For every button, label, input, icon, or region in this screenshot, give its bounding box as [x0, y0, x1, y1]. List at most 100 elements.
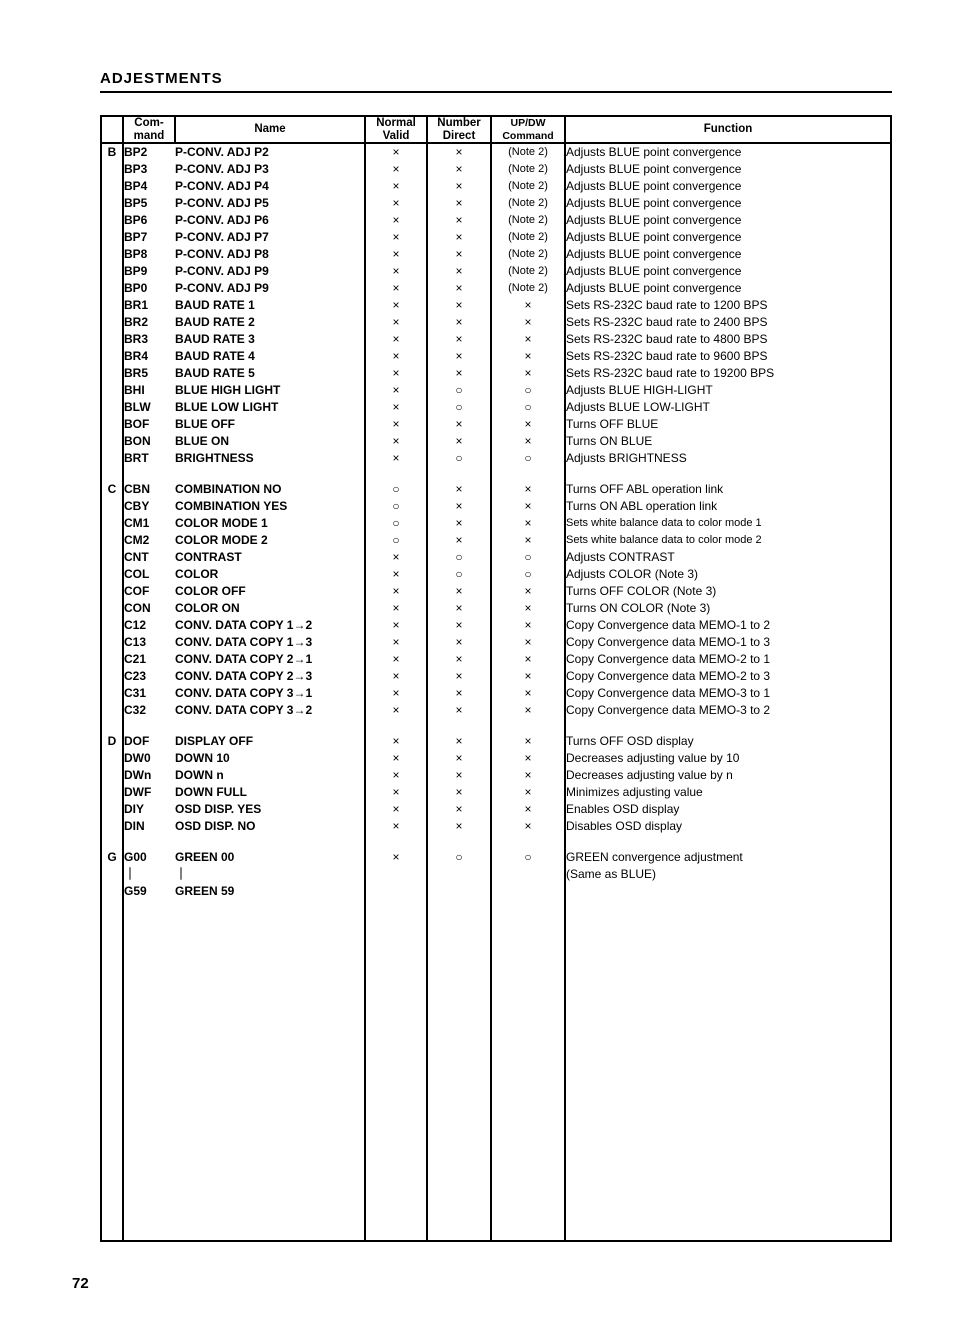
- function-text: Adjusts BLUE HIGH-LIGHT: [565, 382, 891, 399]
- normal-valid: ×: [365, 750, 427, 767]
- command-name: P-CONV. ADJ P5: [175, 195, 365, 212]
- command-name: COLOR OFF: [175, 583, 365, 600]
- function-text: [565, 883, 891, 900]
- group-letter: B: [101, 143, 123, 161]
- command-code: BHI: [123, 382, 175, 399]
- command-code: C13: [123, 634, 175, 651]
- col-command-header: Com-mand: [123, 116, 175, 143]
- command-code: BR3: [123, 331, 175, 348]
- table-row: DWFDOWN FULL×××Minimizes adjusting value: [101, 784, 891, 801]
- group-letter: [101, 702, 123, 719]
- table-row: GG00GREEN 00×○○GREEN convergence adjustm…: [101, 849, 891, 866]
- function-text: Adjusts BLUE point convergence: [565, 143, 891, 161]
- normal-valid: ×: [365, 331, 427, 348]
- updw-command: [491, 866, 565, 883]
- group-letter: [101, 634, 123, 651]
- function-text: Copy Convergence data MEMO-1 to 3: [565, 634, 891, 651]
- function-text: Adjusts BLUE point convergence: [565, 195, 891, 212]
- group-letter: [101, 583, 123, 600]
- normal-valid: ×: [365, 549, 427, 566]
- function-text: Adjusts BLUE point convergence: [565, 212, 891, 229]
- function-text: Turns ON BLUE: [565, 433, 891, 450]
- command-code: BON: [123, 433, 175, 450]
- command-code: CNT: [123, 549, 175, 566]
- command-code: BP5: [123, 195, 175, 212]
- normal-valid: [365, 883, 427, 900]
- function-text: Adjusts CONTRAST: [565, 549, 891, 566]
- table-row: BR2BAUD RATE 2×××Sets RS-232C baud rate …: [101, 314, 891, 331]
- group-letter: [101, 566, 123, 583]
- table-row: C12CONV. DATA COPY 1→2×××Copy Convergenc…: [101, 617, 891, 634]
- table-row: BR4BAUD RATE 4×××Sets RS-232C baud rate …: [101, 348, 891, 365]
- group-spacer: [101, 835, 891, 849]
- function-text: Decreases adjusting value by 10: [565, 750, 891, 767]
- table-row: CONCOLOR ON×××Turns ON COLOR (Note 3): [101, 600, 891, 617]
- command-name: DOWN FULL: [175, 784, 365, 801]
- number-direct: ×: [427, 750, 491, 767]
- command-name: P-CONV. ADJ P7: [175, 229, 365, 246]
- normal-valid: ○: [365, 515, 427, 532]
- table-row: BBP2P-CONV. ADJ P2××(Note 2)Adjusts BLUE…: [101, 143, 891, 161]
- command-code: CM1: [123, 515, 175, 532]
- normal-valid: ×: [365, 450, 427, 467]
- updw-command: ×: [491, 297, 565, 314]
- command-name: DOWN n: [175, 767, 365, 784]
- normal-valid: ×: [365, 297, 427, 314]
- number-direct: ○: [427, 549, 491, 566]
- updw-command: ×: [491, 416, 565, 433]
- updw-command: (Note 2): [491, 212, 565, 229]
- table-row: DW0DOWN 10×××Decreases adjusting value b…: [101, 750, 891, 767]
- function-text: Turns OFF OSD display: [565, 733, 891, 750]
- number-direct: ×: [427, 733, 491, 750]
- updw-command: (Note 2): [491, 280, 565, 297]
- command-name: CONV. DATA COPY 2→3: [175, 668, 365, 685]
- command-code: BR5: [123, 365, 175, 382]
- number-direct: ×: [427, 331, 491, 348]
- command-name: COLOR ON: [175, 600, 365, 617]
- function-text: Minimizes adjusting value: [565, 784, 891, 801]
- normal-valid: ○: [365, 481, 427, 498]
- number-direct: ×: [427, 784, 491, 801]
- command-code: DWn: [123, 767, 175, 784]
- command-code: BR1: [123, 297, 175, 314]
- group-letter: [101, 331, 123, 348]
- command-name: BRIGHTNESS: [175, 450, 365, 467]
- table-row: G59GREEN 59: [101, 883, 891, 900]
- function-text: Adjusts BLUE point convergence: [565, 161, 891, 178]
- command-name: DOWN 10: [175, 750, 365, 767]
- command-name: BLUE ON: [175, 433, 365, 450]
- number-direct: ×: [427, 818, 491, 835]
- function-text: Sets RS-232C baud rate to 19200 BPS: [565, 365, 891, 382]
- table-row: COFCOLOR OFF×××Turns OFF COLOR (Note 3): [101, 583, 891, 600]
- command-name: COLOR MODE 2: [175, 532, 365, 549]
- group-letter: [101, 314, 123, 331]
- updw-command: (Note 2): [491, 229, 565, 246]
- updw-command: ○: [491, 399, 565, 416]
- updw-command: ×: [491, 498, 565, 515]
- command-code: BOF: [123, 416, 175, 433]
- command-code: CBY: [123, 498, 175, 515]
- function-text: Adjusts BLUE point convergence: [565, 280, 891, 297]
- function-text: Sets RS-232C baud rate to 2400 BPS: [565, 314, 891, 331]
- command-code: BR2: [123, 314, 175, 331]
- group-letter: [101, 668, 123, 685]
- command-code: CON: [123, 600, 175, 617]
- command-code: C21: [123, 651, 175, 668]
- command-code: BP6: [123, 212, 175, 229]
- table-row: C31CONV. DATA COPY 3→1×××Copy Convergenc…: [101, 685, 891, 702]
- command-name: P-CONV. ADJ P6: [175, 212, 365, 229]
- title-rule: [100, 91, 892, 93]
- number-direct: ×: [427, 668, 491, 685]
- normal-valid: ×: [365, 702, 427, 719]
- updw-command: ×: [491, 685, 565, 702]
- function-text: Sets RS-232C baud rate to 4800 BPS: [565, 331, 891, 348]
- group-letter: [101, 297, 123, 314]
- command-name: GREEN 59: [175, 883, 365, 900]
- command-code: BLW: [123, 399, 175, 416]
- command-name: OSD DISP. NO: [175, 818, 365, 835]
- col-function-header: Function: [565, 116, 891, 143]
- number-direct: ×: [427, 314, 491, 331]
- group-letter: [101, 784, 123, 801]
- command-name: OSD DISP. YES: [175, 801, 365, 818]
- table-row: BP6P-CONV. ADJ P6××(Note 2)Adjusts BLUE …: [101, 212, 891, 229]
